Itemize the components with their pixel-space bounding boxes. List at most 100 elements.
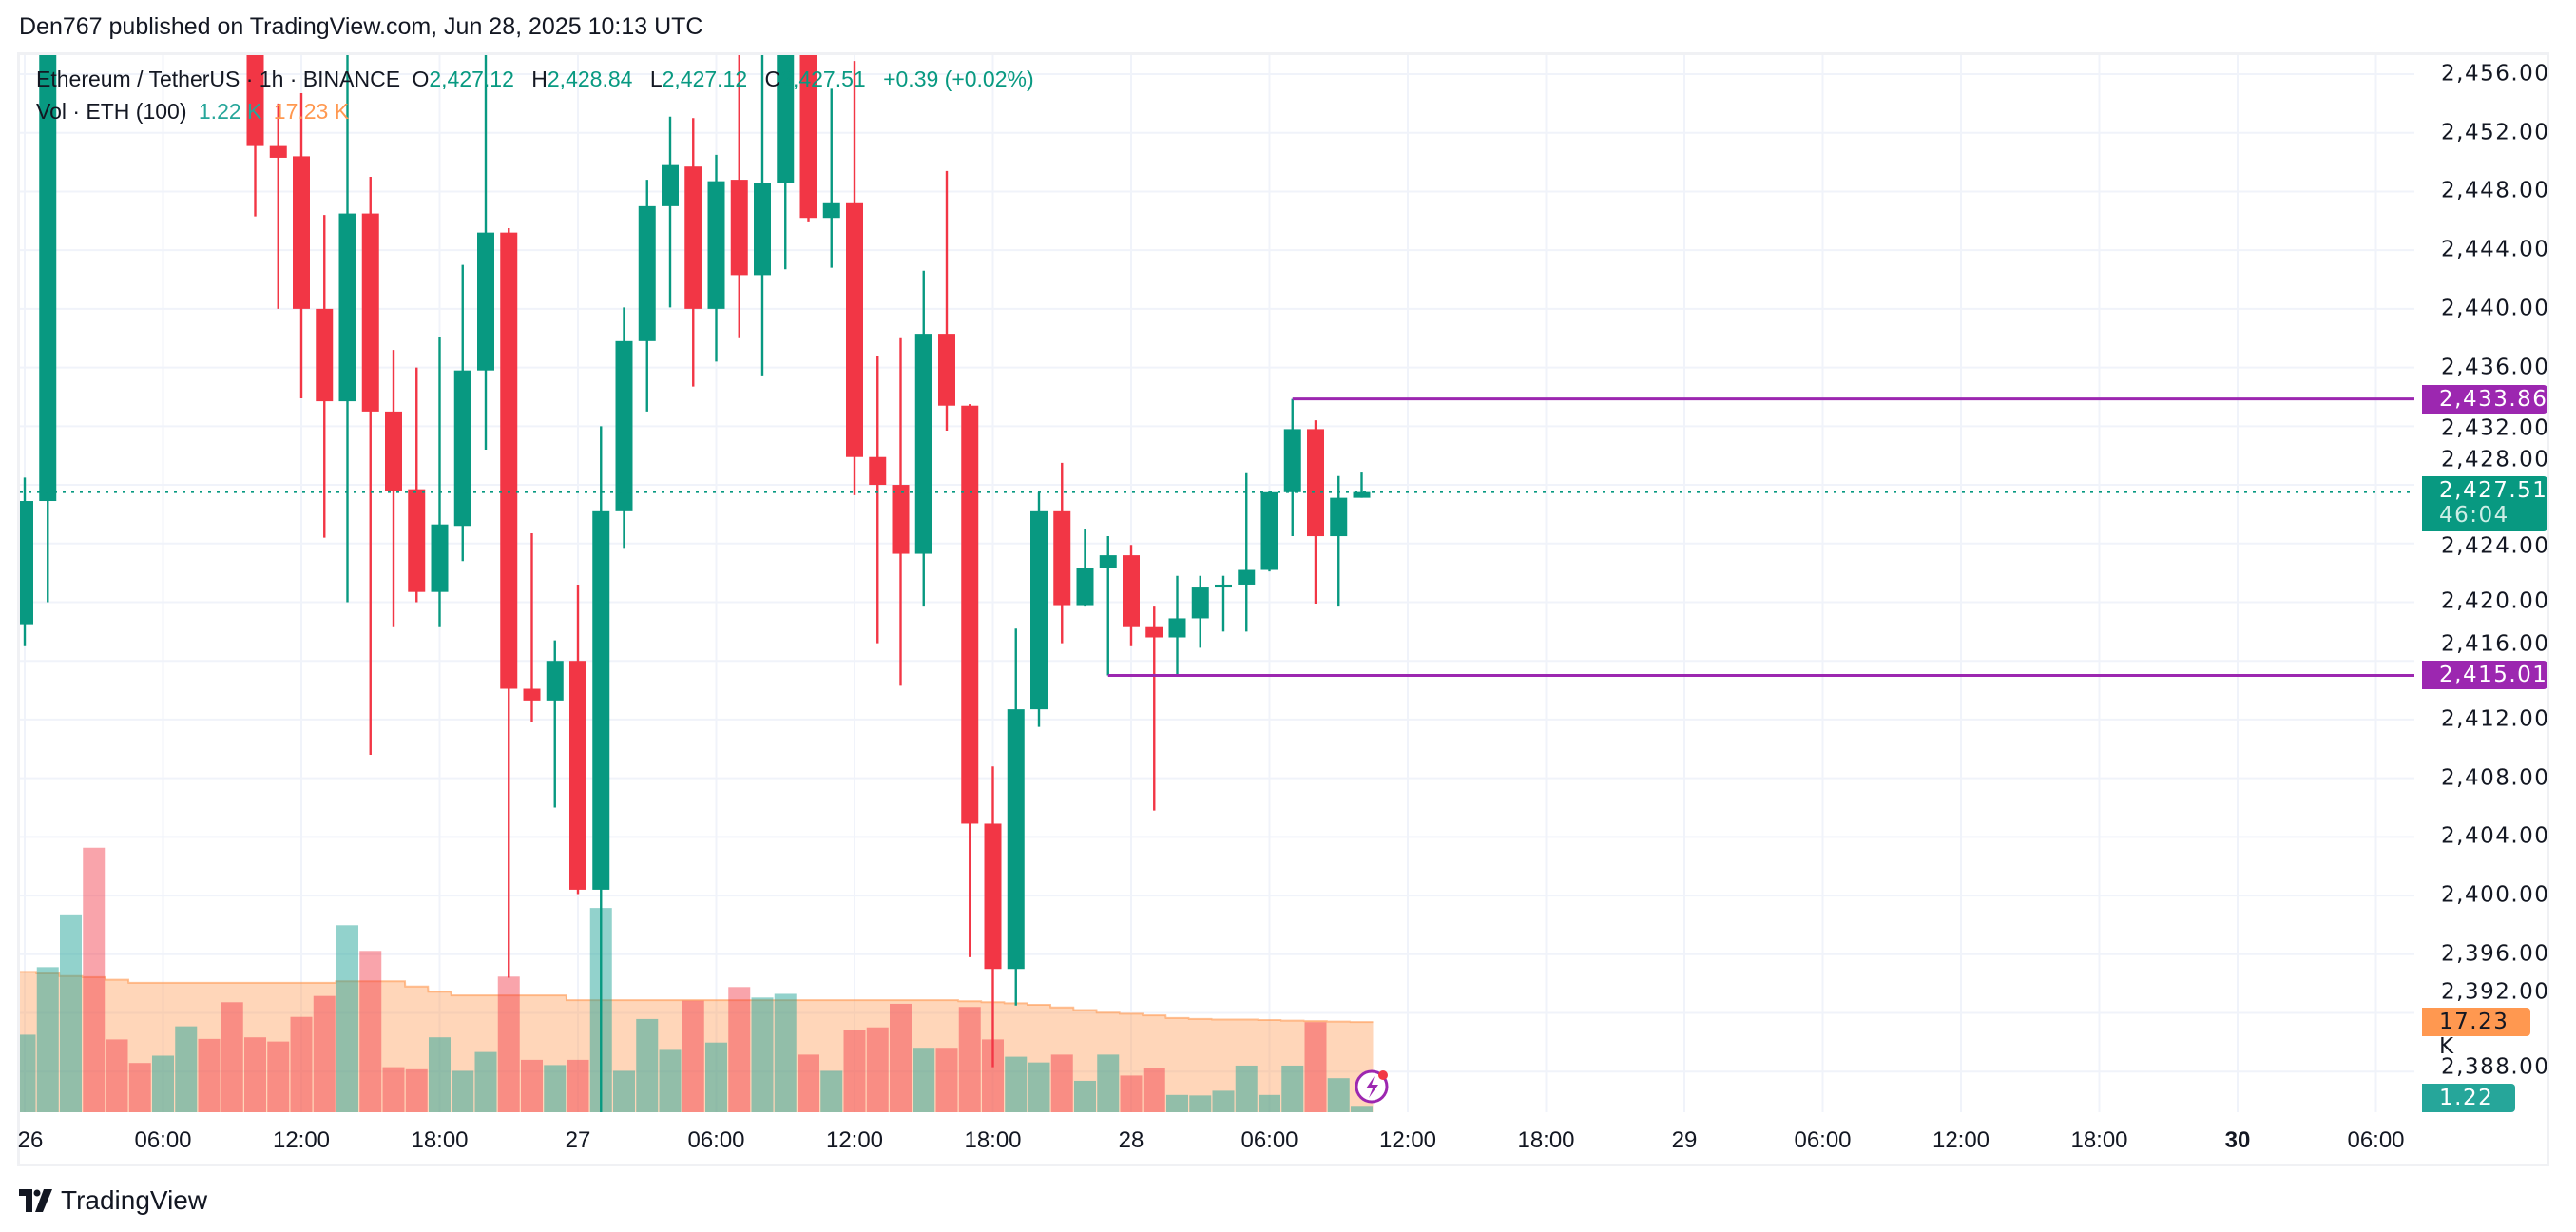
- volume-bar: [452, 1070, 474, 1112]
- time-tick-label: 12:00: [825, 1127, 884, 1153]
- price-tick-label: 2,436.00: [2441, 355, 2550, 380]
- candle: [523, 532, 541, 723]
- high-label: H: [531, 67, 548, 91]
- low-label: L: [649, 67, 663, 91]
- candle-body: [316, 308, 334, 402]
- candle-body: [592, 510, 610, 890]
- alert-lightning-icon[interactable]: [1355, 1069, 1389, 1104]
- price-tick-label: 2,448.00: [2441, 178, 2550, 203]
- volume-bar: [1028, 1062, 1050, 1112]
- candle: [293, 93, 310, 399]
- candle: [338, 55, 356, 603]
- volume-bar: [359, 951, 382, 1112]
- candle: [20, 477, 33, 646]
- candle-body: [1053, 510, 1071, 606]
- candle-body: [1238, 569, 1256, 585]
- candle: [1007, 628, 1025, 1006]
- volume-title[interactable]: Vol · ETH (100): [36, 99, 187, 124]
- volume-ma-value: 17.23 K: [273, 99, 350, 124]
- candle: [500, 228, 518, 978]
- time-tick-label: 06:00: [2347, 1127, 2405, 1153]
- candle: [546, 640, 564, 808]
- time-tick-label: 12:00: [1378, 1127, 1437, 1153]
- symbol-title[interactable]: Ethereum / TetherUS · 1h · BINANCE: [36, 67, 401, 91]
- candle: [938, 170, 955, 431]
- volume-bar: [1005, 1056, 1028, 1112]
- candle: [615, 307, 633, 549]
- candle: [822, 88, 840, 268]
- volume-bar: [820, 1070, 843, 1112]
- tradingview-logo[interactable]: TradingView: [19, 1185, 207, 1216]
- volume-bar: [83, 847, 106, 1112]
- time-tick-label: 29: [1671, 1127, 1698, 1153]
- candle: [777, 55, 795, 270]
- candle-body: [615, 340, 633, 511]
- volume-bar: [1074, 1080, 1096, 1112]
- candle: [316, 215, 334, 538]
- candle-body: [1283, 429, 1301, 492]
- support-price-tag: 2,415.01: [2422, 661, 2547, 689]
- candle-body: [408, 489, 426, 592]
- time-tick-label: 06:00: [687, 1127, 745, 1153]
- price-tick-label: 2,428.00: [2441, 447, 2550, 472]
- volume-bar: [1143, 1068, 1165, 1112]
- volume-bar: [1050, 1054, 1073, 1112]
- price-tick-label: 2,400.00: [2441, 882, 2550, 908]
- candle-body: [477, 232, 494, 371]
- candle: [592, 426, 610, 1112]
- candle: [730, 55, 748, 338]
- volume-bar: [221, 1002, 243, 1112]
- time-tick-label: 30: [2224, 1127, 2251, 1153]
- price-tick-label: 2,440.00: [2441, 296, 2550, 321]
- resistance-price-tag: 2,433.86: [2422, 385, 2547, 414]
- candle: [707, 154, 725, 362]
- high-value: 2,428.84: [547, 67, 633, 91]
- time-tick-label: 06:00: [1794, 1127, 1852, 1153]
- time-tick-label: 18:00: [411, 1127, 469, 1153]
- volume-bar: [1097, 1054, 1120, 1112]
- candle: [1168, 575, 1186, 676]
- price-tick-label: 2,452.00: [2441, 120, 2550, 145]
- low-value: 2,427.12: [662, 67, 748, 91]
- time-tick-label: 28: [1118, 1127, 1144, 1153]
- price-tick-label: 2,432.00: [2441, 415, 2550, 441]
- candle-body: [523, 688, 541, 701]
- candle-body: [1145, 626, 1163, 638]
- open-value: 2,427.12: [429, 67, 514, 91]
- volume-pane: [20, 847, 1374, 1112]
- volume-bar: [336, 925, 358, 1112]
- candle: [1123, 545, 1140, 646]
- candle: [892, 337, 910, 686]
- candle: [1283, 398, 1301, 537]
- volume-ma-line: [20, 971, 1374, 1024]
- volume-bar: [866, 1027, 889, 1112]
- candle: [1353, 472, 1371, 498]
- candle-body: [730, 180, 748, 276]
- candle-body: [1168, 618, 1186, 638]
- candle: [662, 116, 679, 308]
- candle-body: [684, 166, 702, 309]
- volume-bar: [1120, 1075, 1143, 1112]
- volume-bar: [106, 1039, 128, 1112]
- volume-bar: [1304, 1022, 1327, 1112]
- candle-body: [1353, 491, 1371, 498]
- volume-ma-price: 17.23 K: [2439, 1010, 2509, 1059]
- candle-body: [846, 202, 863, 457]
- time-tick-label: 18:00: [1517, 1127, 1575, 1153]
- time-tick-label: 27: [565, 1127, 591, 1153]
- volume-bar: [705, 1042, 727, 1112]
- volume-bar: [1259, 1094, 1280, 1112]
- price-tick-label: 2,416.00: [2441, 631, 2550, 657]
- tradingview-brand: TradingView: [61, 1185, 208, 1215]
- candle: [1076, 529, 1094, 607]
- volume-value: 1.22 K: [198, 99, 262, 124]
- volume-bar: [982, 1039, 1004, 1112]
- time-tick-label: 26: [17, 1127, 44, 1153]
- volume-bar: [1189, 1095, 1212, 1112]
- candle-countdown: 46:04: [2439, 503, 2509, 528]
- candle: [1030, 491, 1048, 727]
- candle-body: [707, 181, 725, 309]
- candle-body: [1260, 491, 1278, 570]
- volume-bar: [659, 1049, 682, 1112]
